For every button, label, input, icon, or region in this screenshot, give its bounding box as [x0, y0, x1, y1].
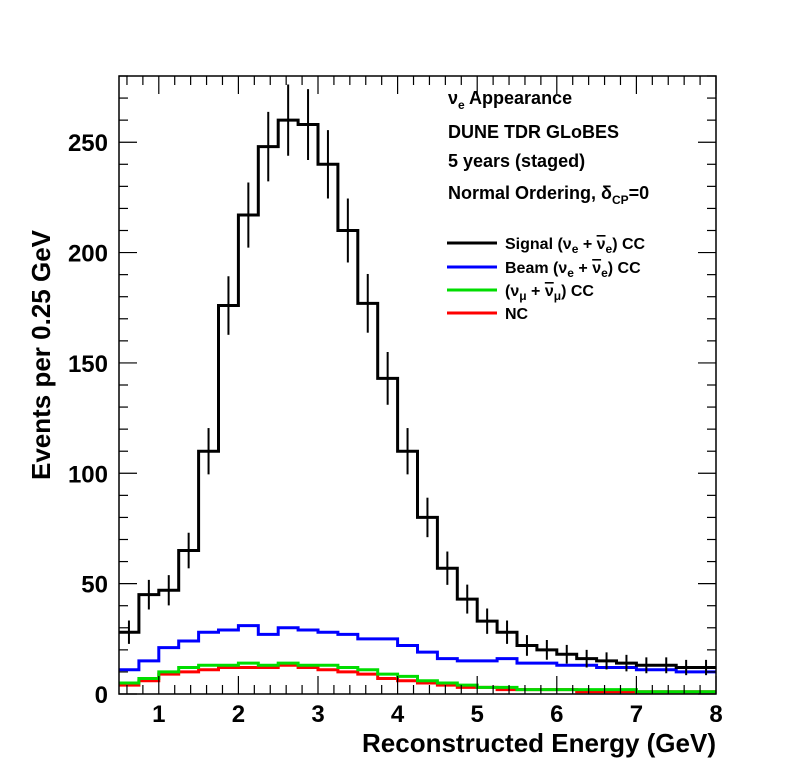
series-beam-e-e-cc: [119, 624, 716, 674]
axes-layer: [118, 75, 717, 695]
legend-entry: NC: [447, 306, 529, 323]
y-tick-label: 250: [68, 130, 108, 157]
y-axis-title: Events per 0.25 GeV: [26, 229, 56, 480]
series--cc: [119, 661, 716, 694]
legend-label: NC: [505, 306, 529, 323]
series-signal-e-e-cc: [119, 84, 716, 676]
series-layer: [119, 84, 716, 694]
info-line-1: νe Appearance: [448, 88, 572, 112]
y-tick-label: 0: [95, 682, 108, 709]
legend: Signal (νe + νe) CC Beam (νe + νe) CC (νμ …: [447, 236, 646, 323]
info-line-3: 5 years (staged): [448, 151, 585, 171]
histogram-line: [119, 661, 716, 694]
legend-label: (νμ + νμ) CC: [505, 283, 594, 303]
info-line-4: Normal Ordering, δCP=0: [448, 183, 649, 207]
x-tick-label: 8: [709, 701, 722, 728]
info-line-2: DUNE TDR GLoBES: [448, 122, 619, 142]
x-tick-label: 6: [550, 701, 563, 728]
legend-entry: Signal (νe + νe) CC: [447, 236, 646, 256]
tick-labels: 1 2 3 4 5 6 7 8 0 50 100 150 200 250: [68, 130, 723, 728]
x-axis-title: Reconstructed Energy (GeV): [362, 728, 716, 758]
legend-entry: Beam (νe + νe) CC: [447, 260, 641, 280]
y-tick-label: 100: [68, 461, 108, 488]
legend-label: Beam (νe + νe) CC: [505, 260, 641, 280]
legend-label: Signal (νe + νe) CC: [505, 236, 646, 256]
x-tick-label: 1: [152, 701, 165, 728]
x-tick-label: 2: [232, 701, 245, 728]
legend-entry: (νμ + νμ) CC: [447, 283, 594, 303]
x-tick-label: 3: [311, 701, 324, 728]
histogram-line: [119, 624, 716, 674]
info-box: νe Appearance DUNE TDR GLoBES 5 years (s…: [448, 88, 649, 207]
x-tick-label: 4: [391, 701, 405, 728]
plot-frame: [118, 75, 717, 695]
y-tick-label: 50: [81, 572, 108, 599]
y-tick-label: 200: [68, 241, 108, 268]
x-tick-label: 7: [630, 701, 643, 728]
y-tick-label: 150: [68, 351, 108, 378]
x-tick-label: 5: [471, 701, 484, 728]
